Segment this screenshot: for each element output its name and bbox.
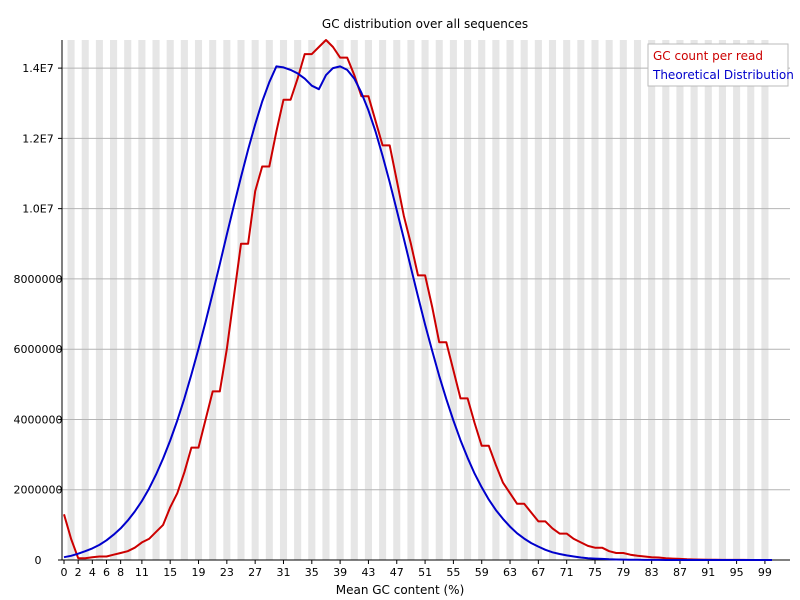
x-tick-label: 99 — [758, 566, 772, 579]
background-band — [648, 40, 656, 560]
background-band — [421, 40, 429, 560]
legend: GC count per read Theoretical Distributi… — [647, 43, 794, 87]
x-tick-label: 91 — [701, 566, 715, 579]
background-band — [279, 40, 288, 560]
background-band — [449, 40, 457, 560]
background-band — [464, 40, 472, 560]
background-band — [605, 40, 613, 560]
background-band — [393, 40, 401, 560]
legend-entry-theoretical: Theoretical Distribution — [652, 68, 794, 82]
x-tick-label: 75 — [588, 566, 602, 579]
x-tick-label: 23 — [220, 566, 234, 579]
background-band — [662, 40, 670, 560]
background-band — [322, 40, 330, 560]
y-tick-label: 8000000 — [14, 273, 63, 286]
background-band — [520, 40, 528, 560]
x-tick-label: 43 — [361, 566, 375, 579]
background-band — [577, 40, 585, 560]
background-band — [223, 40, 231, 560]
background-band — [379, 40, 387, 560]
x-tick-label: 83 — [645, 566, 659, 579]
y-tick-label: 2000000 — [14, 484, 63, 497]
x-axis: 0 2 4 6 8 11 15 19 23 27 31 35 39 43 47 51 55 59 63 67 71 75 7… — [61, 559, 790, 579]
x-tick-label: 27 — [248, 566, 262, 579]
background-band — [548, 40, 557, 560]
background-band — [563, 40, 571, 560]
background-band — [435, 40, 443, 560]
x-tick-label: 47 — [390, 566, 404, 579]
theoretical-distribution-line — [63, 65, 772, 561]
x-tick-label: 4 — [89, 566, 96, 579]
x-tick-label: 59 — [475, 566, 489, 579]
x-tick-label: 79 — [616, 566, 630, 579]
background-band — [676, 40, 684, 560]
background-band — [166, 40, 174, 560]
background-band — [506, 40, 514, 560]
background-band — [152, 40, 160, 560]
x-axis-label: Mean GC content (%) — [336, 583, 465, 597]
x-tick-label: 63 — [503, 566, 517, 579]
x-tick-label: 55 — [446, 566, 460, 579]
gc-count-line — [63, 39, 772, 561]
y-tick-label: 1.0E7 — [22, 203, 53, 216]
background-band — [747, 40, 755, 560]
x-tick-label: 15 — [163, 566, 177, 579]
y-tick-label: 1.2E7 — [22, 132, 53, 145]
background-band — [718, 40, 726, 560]
background-band — [591, 40, 599, 560]
x-tick-label: 39 — [333, 566, 347, 579]
background-band — [733, 40, 741, 560]
background-band — [209, 40, 217, 560]
x-tick-label: 11 — [135, 566, 149, 579]
background-band — [294, 40, 302, 560]
background-band — [350, 40, 358, 560]
background-band — [67, 40, 75, 560]
y-tick-label: 0 — [35, 554, 42, 567]
x-tick-label: 51 — [418, 566, 432, 579]
background-band — [237, 40, 245, 560]
background-band — [180, 40, 188, 560]
background-band — [704, 40, 712, 560]
background-band — [95, 40, 103, 560]
background-band — [690, 40, 698, 560]
background-band — [110, 40, 118, 560]
background-band — [534, 40, 542, 560]
background-band — [364, 40, 372, 560]
background-band — [138, 40, 146, 560]
y-axis: 0 2000000 4000000 6000000 8000000 1.0E7 1.2E7 1… — [14, 40, 63, 567]
background-band — [194, 40, 203, 560]
legend-box — [647, 43, 789, 87]
x-tick-label: 6 — [103, 566, 110, 579]
background-band — [81, 40, 89, 560]
x-tick-label: 95 — [730, 566, 744, 579]
x-tick-label: 31 — [276, 566, 290, 579]
x-tick-label: 67 — [531, 566, 545, 579]
x-tick-label: 8 — [117, 566, 124, 579]
x-tick-label: 35 — [305, 566, 319, 579]
x-tick-label: 2 — [75, 566, 82, 579]
background-band — [407, 40, 415, 560]
x-tick-label: 0 — [61, 566, 68, 579]
x-tick-label: 19 — [192, 566, 206, 579]
background-band — [251, 40, 259, 560]
x-tick-label: 87 — [673, 566, 687, 579]
chart-title: GC distribution over all sequences — [322, 17, 528, 31]
background-band — [619, 40, 627, 560]
background-band — [308, 40, 316, 560]
background-bands — [67, 40, 769, 560]
y-tick-label: 1.4E7 — [22, 62, 53, 75]
background-band — [336, 40, 344, 560]
y-tick-label: 6000000 — [14, 343, 63, 356]
background-band — [492, 40, 500, 560]
background-band — [761, 40, 769, 560]
series-lines — [63, 39, 772, 561]
background-band — [478, 40, 486, 560]
x-tick-label: 71 — [560, 566, 574, 579]
legend-entry-gc-count: GC count per read — [653, 49, 763, 63]
y-tick-label: 4000000 — [14, 413, 63, 426]
background-band — [633, 40, 642, 560]
background-band — [124, 40, 132, 560]
background-band — [265, 40, 273, 560]
